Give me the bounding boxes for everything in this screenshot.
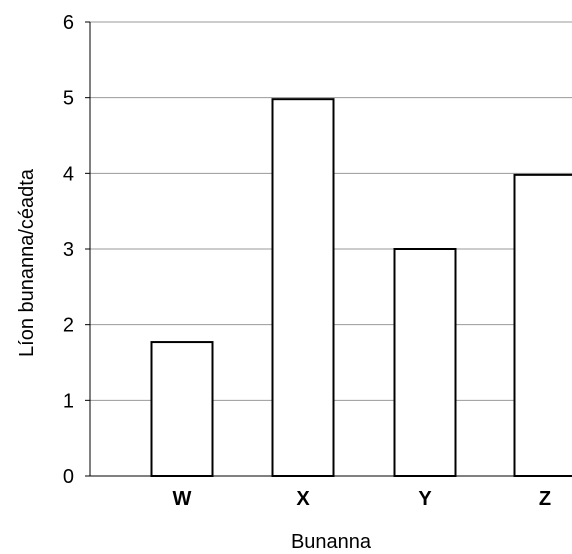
bar-Y xyxy=(393,248,457,477)
bar-X xyxy=(271,98,335,478)
y-tick-label-5: 5 xyxy=(63,88,74,110)
bar-Z xyxy=(513,173,572,477)
y-tick-label-1: 1 xyxy=(63,390,74,412)
y-tick-label-4: 4 xyxy=(63,163,74,185)
x-tick-label-Z: Z xyxy=(539,488,551,510)
bars xyxy=(150,98,572,478)
y-tick-label-2: 2 xyxy=(63,315,74,337)
bar-W xyxy=(150,341,214,477)
axes xyxy=(85,21,572,477)
x-axis-title: Bunanna xyxy=(291,531,372,553)
x-tick-label-Y: Y xyxy=(418,488,432,510)
y-tick-label-3: 3 xyxy=(63,239,74,261)
y-tick-label-0: 0 xyxy=(63,466,74,488)
x-tick-label-W: W xyxy=(173,488,192,510)
y-tick-label-6: 6 xyxy=(63,12,74,34)
labels: 0 1 2 3 4 5 6 W X Y Z xyxy=(63,12,551,510)
y-axis-title: Líon bunanna/céadta xyxy=(16,168,38,357)
x-tick-label-X: X xyxy=(296,488,310,510)
